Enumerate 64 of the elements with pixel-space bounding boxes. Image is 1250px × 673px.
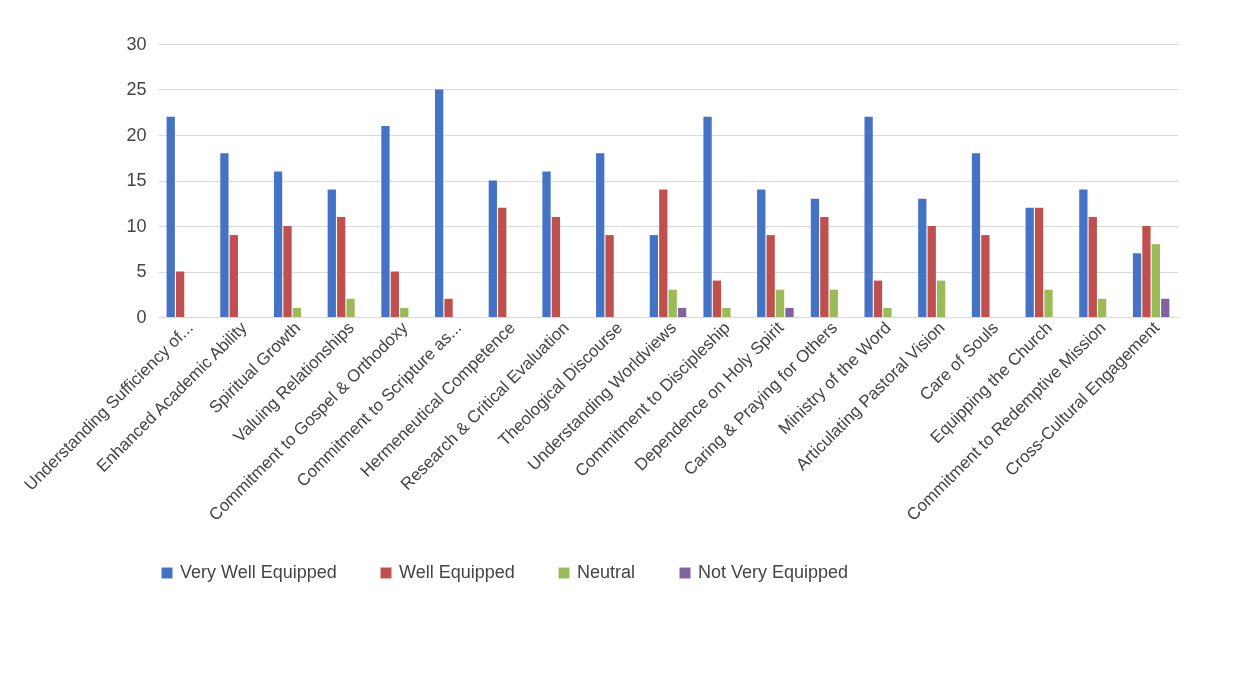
bar <box>1161 298 1170 317</box>
bar <box>810 198 820 317</box>
bar <box>488 180 497 317</box>
bar <box>829 289 838 317</box>
legend-label: Very Well Equipped <box>180 562 337 582</box>
legend-label: Well Equipped <box>399 562 515 582</box>
bar <box>677 307 687 317</box>
bar <box>390 271 400 317</box>
bar <box>176 271 185 317</box>
bar <box>703 116 712 317</box>
legend-label: Neutral <box>577 562 636 582</box>
bar <box>1079 189 1088 317</box>
bar <box>1151 244 1160 317</box>
bar <box>166 116 175 317</box>
bar <box>346 298 355 317</box>
bar <box>927 226 936 317</box>
bar <box>435 89 444 317</box>
bar <box>722 307 731 317</box>
bar <box>220 153 229 317</box>
bar <box>327 189 336 317</box>
bar <box>498 207 507 317</box>
legend-label: Not Very Equipped <box>698 562 849 582</box>
bar <box>229 235 238 317</box>
bar <box>883 307 892 317</box>
bar <box>757 189 766 317</box>
bar <box>1142 226 1151 317</box>
bar <box>381 125 390 317</box>
bar <box>1025 207 1034 317</box>
bar <box>659 189 668 317</box>
bar <box>1044 289 1053 317</box>
bar <box>605 235 614 317</box>
bar <box>918 198 927 317</box>
bar <box>649 235 659 317</box>
y-tick-label: 15 <box>126 170 147 190</box>
bar <box>668 289 677 317</box>
bar <box>873 280 883 317</box>
bar <box>283 226 292 317</box>
bar <box>712 280 722 317</box>
bar <box>1132 253 1142 317</box>
y-tick-label: 25 <box>126 79 147 99</box>
bar <box>596 153 605 317</box>
bar <box>400 307 409 317</box>
bar <box>775 289 785 317</box>
y-tick-label: 30 <box>126 33 147 54</box>
bar <box>981 235 990 317</box>
y-tick-label: 0 <box>136 306 147 327</box>
bar <box>551 216 561 317</box>
bar <box>785 307 794 317</box>
bar <box>766 235 775 317</box>
y-tick-label: 20 <box>126 124 147 145</box>
bar <box>1098 298 1107 317</box>
bar <box>273 171 283 317</box>
y-tick-label: 5 <box>136 261 147 281</box>
bar <box>1088 216 1097 317</box>
bar <box>820 216 829 317</box>
bar <box>971 153 981 317</box>
bar <box>936 280 946 317</box>
bar <box>1034 207 1044 317</box>
bar <box>444 298 453 317</box>
bar <box>337 216 346 317</box>
bar <box>292 307 302 317</box>
bar <box>864 116 873 317</box>
bar <box>542 171 551 317</box>
y-tick-label: 10 <box>126 215 147 236</box>
